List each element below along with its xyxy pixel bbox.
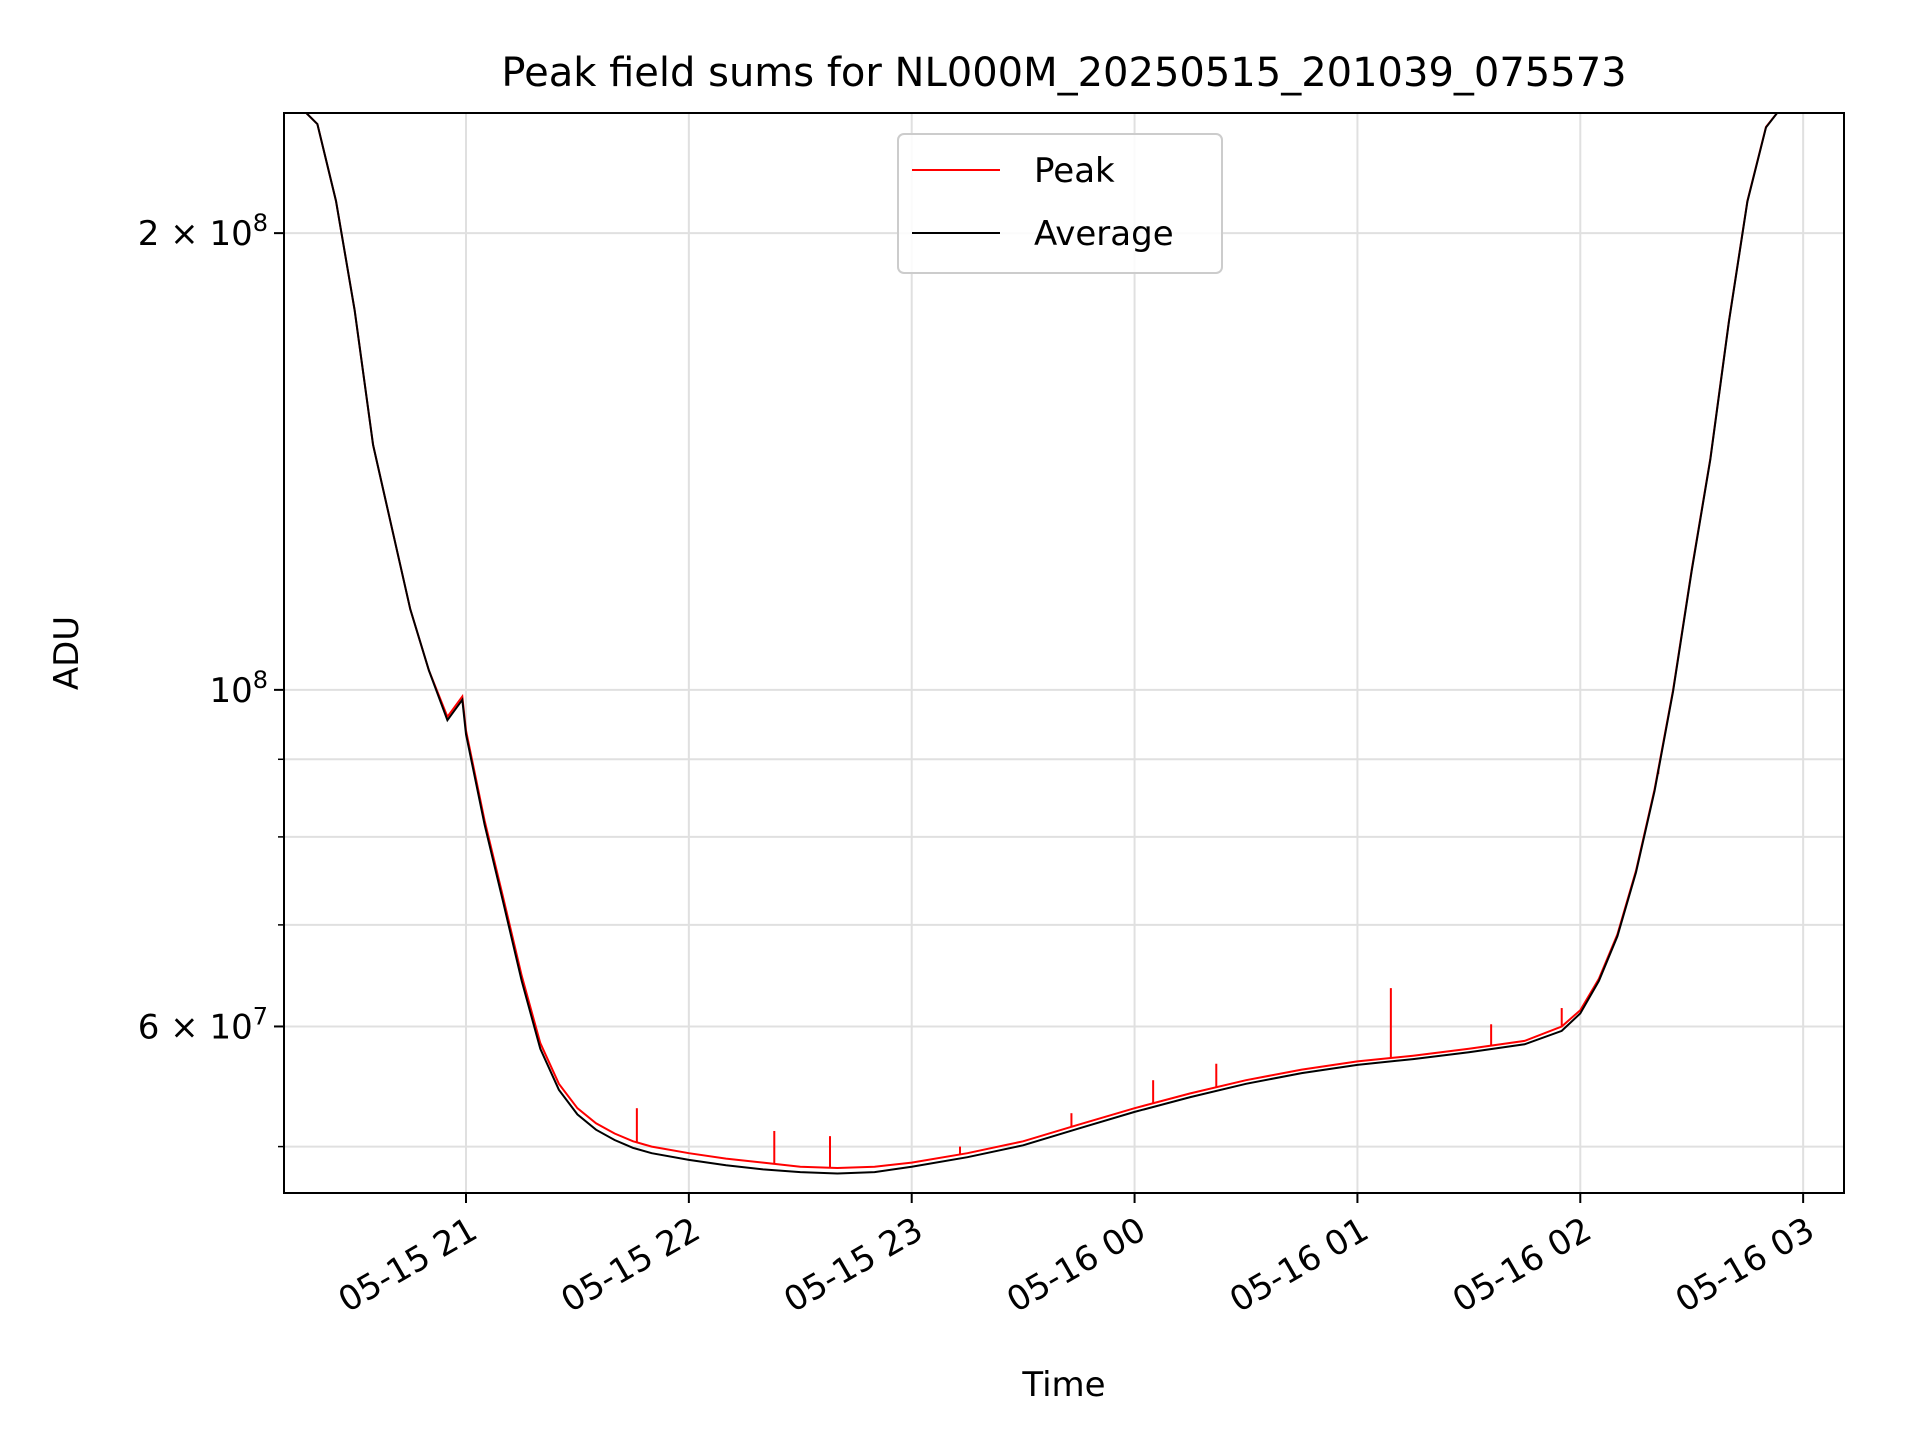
y-tick-exponent: 8	[253, 666, 268, 694]
legend: Peak Average	[897, 133, 1223, 274]
y-tick-mantissa: 6 × 10	[138, 1007, 253, 1047]
series-line-average	[284, 112, 1844, 1175]
series-average	[284, 112, 1844, 1175]
y-tick-mantissa: 10	[209, 671, 252, 711]
y-tick-mantissa: 2 × 10	[138, 214, 253, 254]
legend-box	[897, 133, 1223, 274]
plot-frame	[283, 112, 1845, 1194]
y-tick-exponent: 8	[253, 209, 268, 237]
y-tick-label: 2 × 108	[138, 209, 268, 254]
y-tick-exponent: 7	[253, 1002, 268, 1030]
legend-label: Peak	[1034, 151, 1115, 191]
plot-series	[284, 112, 1844, 1175]
y-tick-label: 108	[209, 666, 268, 711]
legend-label: Average	[1034, 214, 1174, 254]
chart-title: Peak field sums for NL000M_20250515_2010…	[501, 50, 1626, 96]
x-axis-label: Time	[1021, 1365, 1105, 1405]
y-axis-label: ADU	[47, 616, 87, 690]
y-tick-label: 6 × 107	[138, 1002, 268, 1047]
grid	[284, 113, 1844, 1193]
